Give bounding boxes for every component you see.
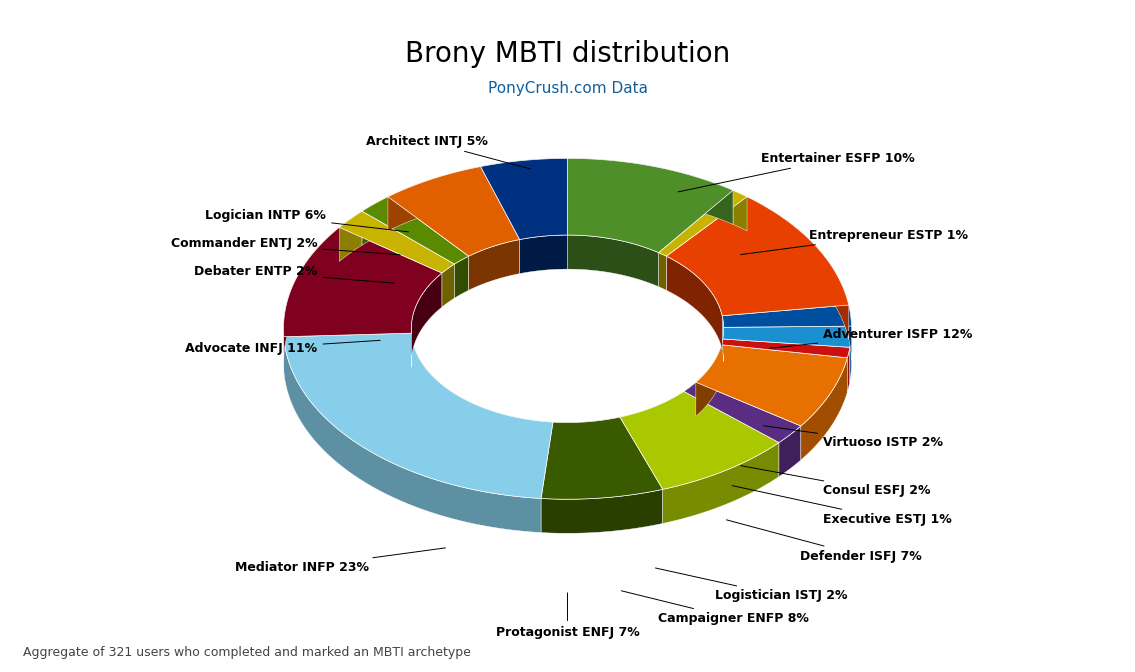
PathPatch shape xyxy=(362,197,469,264)
PathPatch shape xyxy=(779,426,801,476)
PathPatch shape xyxy=(733,190,747,230)
PathPatch shape xyxy=(541,489,663,534)
PathPatch shape xyxy=(696,345,848,426)
Text: Consul ESFJ 2%: Consul ESFJ 2% xyxy=(741,466,931,497)
PathPatch shape xyxy=(541,417,663,499)
PathPatch shape xyxy=(362,197,388,245)
PathPatch shape xyxy=(683,382,696,425)
PathPatch shape xyxy=(388,167,480,230)
PathPatch shape xyxy=(850,326,851,382)
Text: Adventurer ISFP 12%: Adventurer ISFP 12% xyxy=(770,328,973,348)
PathPatch shape xyxy=(339,211,454,273)
PathPatch shape xyxy=(696,345,722,417)
PathPatch shape xyxy=(411,273,442,368)
PathPatch shape xyxy=(658,190,747,256)
Text: Entrepreneur ESTP 1%: Entrepreneur ESTP 1% xyxy=(741,228,968,255)
Text: Virtuoso ISTP 2%: Virtuoso ISTP 2% xyxy=(764,426,943,449)
Text: Advocate INFJ 11%: Advocate INFJ 11% xyxy=(185,340,380,355)
PathPatch shape xyxy=(723,326,851,347)
PathPatch shape xyxy=(480,159,568,201)
PathPatch shape xyxy=(284,337,541,533)
Text: PonyCrush.com Data: PonyCrush.com Data xyxy=(488,81,647,95)
Text: Executive ESTJ 1%: Executive ESTJ 1% xyxy=(732,486,952,526)
PathPatch shape xyxy=(568,235,658,287)
PathPatch shape xyxy=(747,197,849,339)
Text: Brony MBTI distribution: Brony MBTI distribution xyxy=(405,40,730,69)
Text: Architect INTJ 5%: Architect INTJ 5% xyxy=(367,135,531,169)
PathPatch shape xyxy=(469,239,520,290)
Text: Entertainer ESFP 10%: Entertainer ESFP 10% xyxy=(678,152,915,192)
Text: Debater ENTP 2%: Debater ENTP 2% xyxy=(194,265,394,283)
PathPatch shape xyxy=(666,256,722,350)
PathPatch shape xyxy=(722,305,851,327)
PathPatch shape xyxy=(683,382,801,443)
PathPatch shape xyxy=(658,253,666,290)
PathPatch shape xyxy=(284,227,442,337)
Text: Campaigner ENFP 8%: Campaigner ENFP 8% xyxy=(621,591,809,625)
PathPatch shape xyxy=(620,391,683,451)
Text: Protagonist ENFJ 7%: Protagonist ENFJ 7% xyxy=(496,593,639,639)
Text: Mediator INFP 23%: Mediator INFP 23% xyxy=(235,548,445,574)
PathPatch shape xyxy=(849,305,851,360)
PathPatch shape xyxy=(388,167,520,256)
PathPatch shape xyxy=(848,347,850,392)
PathPatch shape xyxy=(284,227,339,371)
Text: Aggregate of 321 users who completed and marked an MBTI archetype: Aggregate of 321 users who completed and… xyxy=(23,646,471,659)
PathPatch shape xyxy=(620,391,779,489)
PathPatch shape xyxy=(666,197,849,316)
PathPatch shape xyxy=(722,339,723,379)
PathPatch shape xyxy=(412,333,553,456)
PathPatch shape xyxy=(553,417,620,456)
PathPatch shape xyxy=(520,235,568,274)
PathPatch shape xyxy=(339,211,362,261)
Text: Logistician ISTJ 2%: Logistician ISTJ 2% xyxy=(655,568,848,602)
PathPatch shape xyxy=(480,159,568,239)
PathPatch shape xyxy=(722,339,850,358)
PathPatch shape xyxy=(722,316,724,362)
Text: Commander ENTJ 2%: Commander ENTJ 2% xyxy=(171,237,400,255)
PathPatch shape xyxy=(663,443,779,523)
PathPatch shape xyxy=(568,159,733,253)
Text: Defender ISFJ 7%: Defender ISFJ 7% xyxy=(726,520,922,562)
Text: Logician INTP 6%: Logician INTP 6% xyxy=(205,209,409,232)
PathPatch shape xyxy=(442,264,454,307)
PathPatch shape xyxy=(801,358,848,460)
PathPatch shape xyxy=(568,159,733,224)
PathPatch shape xyxy=(284,333,553,499)
PathPatch shape xyxy=(454,256,469,298)
